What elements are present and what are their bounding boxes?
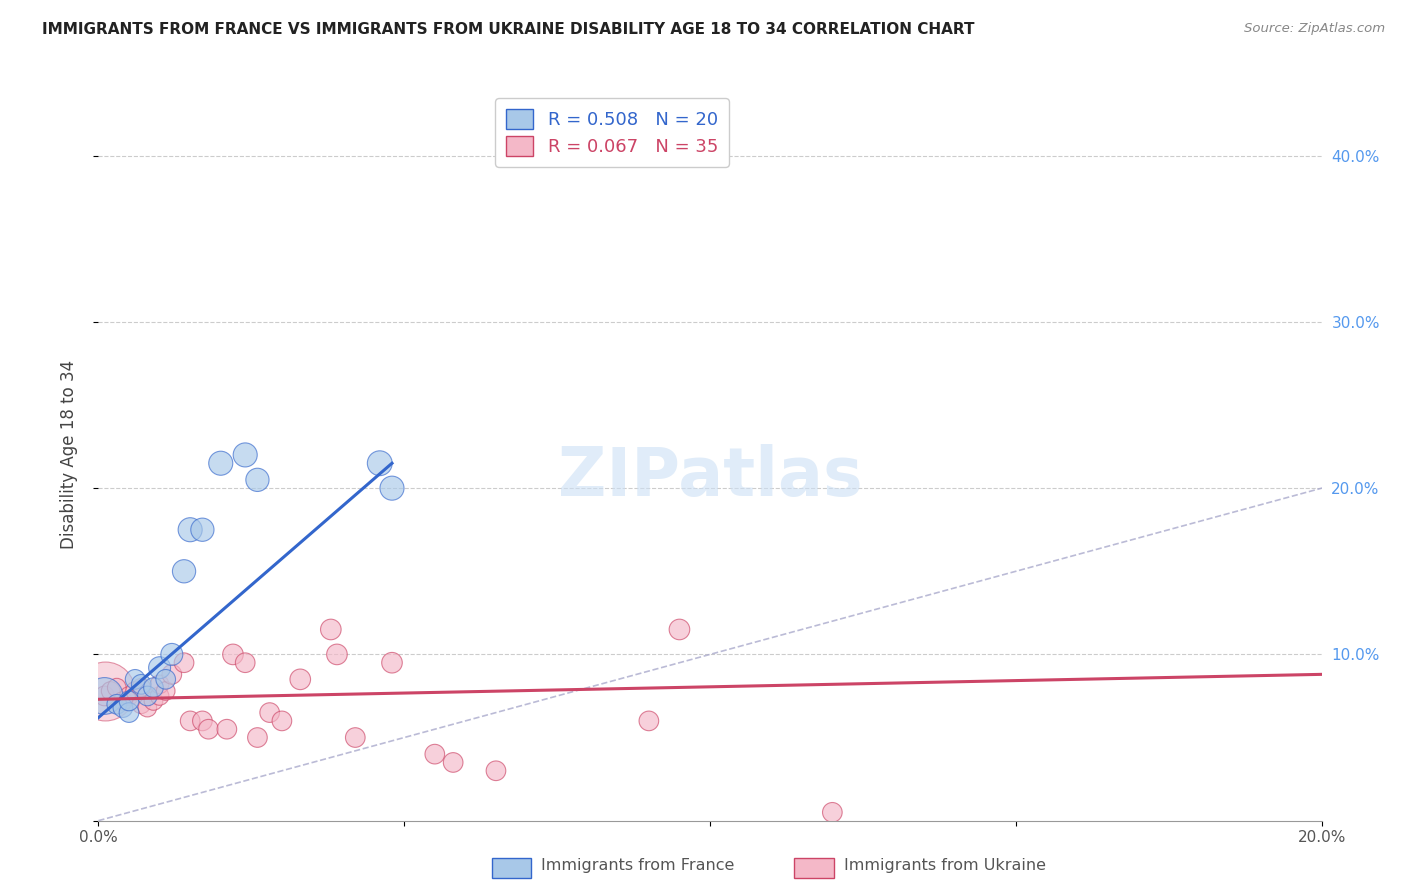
Point — [381, 656, 404, 670]
Point — [93, 689, 115, 703]
Point — [246, 731, 269, 745]
Point — [344, 731, 367, 745]
Point — [173, 656, 195, 670]
Point — [668, 623, 690, 637]
Point — [233, 656, 256, 670]
Point — [129, 681, 152, 695]
Point — [149, 677, 172, 691]
Point — [197, 723, 219, 737]
Point — [485, 764, 508, 778]
Text: Immigrants from Ukraine: Immigrants from Ukraine — [844, 858, 1046, 872]
Point — [124, 684, 146, 698]
Point — [259, 706, 281, 720]
Point — [233, 448, 256, 462]
Point — [179, 714, 201, 728]
Text: Immigrants from France: Immigrants from France — [541, 858, 735, 872]
Point — [124, 673, 146, 687]
Point — [118, 689, 141, 703]
Point — [821, 805, 844, 820]
Point — [105, 698, 128, 712]
Point — [149, 689, 172, 703]
Point — [149, 661, 172, 675]
Point — [93, 689, 115, 703]
Point — [118, 706, 141, 720]
Point — [319, 623, 342, 637]
Point — [142, 681, 165, 695]
Point — [179, 523, 201, 537]
Point — [209, 456, 232, 470]
Point — [118, 694, 141, 708]
Point — [93, 684, 115, 698]
Point — [111, 694, 134, 708]
Point — [105, 681, 128, 695]
Point — [381, 481, 404, 495]
Point — [270, 714, 292, 728]
Point — [441, 756, 464, 770]
Point — [155, 684, 177, 698]
Text: IMMIGRANTS FROM FRANCE VS IMMIGRANTS FROM UKRAINE DISABILITY AGE 18 TO 34 CORREL: IMMIGRANTS FROM FRANCE VS IMMIGRANTS FRO… — [42, 22, 974, 37]
Point — [142, 694, 165, 708]
Point — [173, 564, 195, 578]
Point — [423, 747, 446, 761]
Point — [136, 689, 159, 703]
Legend: R = 0.508   N = 20, R = 0.067   N = 35: R = 0.508 N = 20, R = 0.067 N = 35 — [495, 98, 728, 167]
Text: ZIPatlas: ZIPatlas — [558, 444, 862, 510]
Point — [155, 673, 177, 687]
Point — [129, 698, 152, 712]
Point — [637, 714, 661, 728]
Point — [326, 648, 349, 662]
Point — [290, 673, 312, 687]
Point — [215, 723, 238, 737]
Point — [368, 456, 391, 470]
Point — [246, 473, 269, 487]
Point — [222, 648, 245, 662]
Point — [129, 677, 152, 691]
Point — [100, 684, 122, 698]
Point — [160, 648, 183, 662]
Point — [191, 714, 214, 728]
Point — [160, 667, 183, 681]
Y-axis label: Disability Age 18 to 34: Disability Age 18 to 34 — [59, 360, 77, 549]
Text: Source: ZipAtlas.com: Source: ZipAtlas.com — [1244, 22, 1385, 36]
Point — [136, 700, 159, 714]
Point — [111, 700, 134, 714]
Point — [191, 523, 214, 537]
